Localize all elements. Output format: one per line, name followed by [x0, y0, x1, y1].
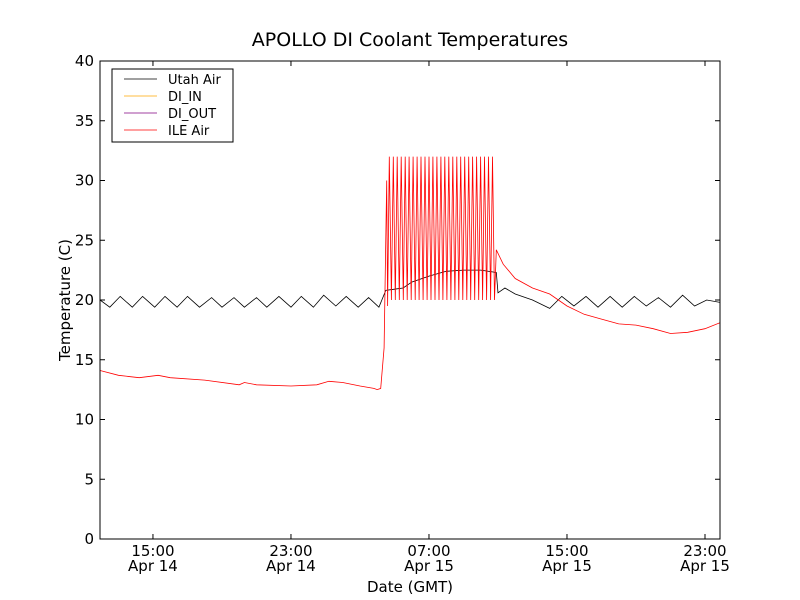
x-axis-label: Date (GMT): [367, 578, 453, 596]
legend: Utah Air DI_IN DI_OUT ILE Air: [111, 68, 234, 143]
legend-label: ILE Air: [168, 124, 210, 139]
y-tick-label: 15: [75, 351, 94, 369]
x-tick-label-date: Apr 14: [266, 557, 316, 575]
y-tick-label: 5: [84, 470, 94, 488]
y-tick-label: 25: [75, 231, 94, 249]
x-tick-label-time: 23:00: [269, 542, 312, 560]
y-tick-label: 30: [75, 172, 94, 190]
x-tick-label-date: Apr 14: [128, 557, 178, 575]
x-tick-label-date: Apr 15: [680, 557, 730, 575]
y-tick-label: 20: [75, 291, 94, 309]
x-tick-label-time: 15:00: [545, 542, 588, 560]
legend-label: Utah Air: [168, 73, 221, 88]
x-tick-label-date: Apr 15: [542, 557, 592, 575]
series-line-utah-air: [100, 269, 720, 309]
y-tick-label: 35: [75, 112, 94, 130]
y-tick-label: 40: [75, 52, 94, 70]
y-tick-label: 0: [84, 530, 94, 548]
x-tick-label-time: 23:00: [683, 542, 726, 560]
legend-label: DI_OUT: [168, 107, 216, 122]
y-axis-label: Temperature (C): [56, 239, 74, 362]
series-line-ile-air: [100, 156, 720, 391]
x-tick-label-time: 07:00: [407, 542, 450, 560]
x-tick-label-time: 15:00: [131, 542, 174, 560]
y-tick-label: 10: [75, 411, 94, 429]
chart-title: APOLLO DI Coolant Temperatures: [252, 29, 568, 51]
x-tick-label-date: Apr 15: [404, 557, 454, 575]
legend-label: DI_IN: [168, 90, 202, 105]
